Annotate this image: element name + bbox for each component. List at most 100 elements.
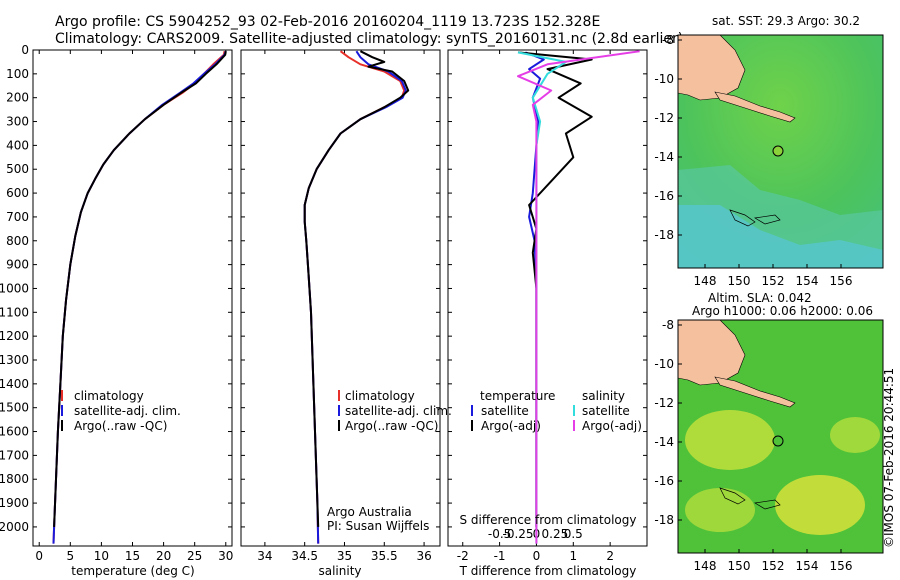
x-tick-label: 20 [156, 549, 171, 563]
map-y-tick-label: -10 [654, 357, 674, 371]
map-x-tick-label: 154 [796, 274, 819, 288]
legend-label: satellite-adj. clim. [345, 404, 452, 418]
depth-tick-label: 1800 [0, 472, 29, 486]
x-tick-label: 36 [416, 549, 431, 563]
legend-swatch-s-satellite [573, 405, 575, 416]
legend-label: Argo(..raw -QC) [74, 419, 167, 433]
map-y-tick-label: -12 [654, 396, 674, 410]
s-tick-label: 0.5 [564, 527, 583, 541]
x-tick-label: 35 [337, 549, 352, 563]
series-line-climatology [303, 50, 406, 544]
imos-stamp: ©IMOS 07-Feb-2016 20:44:51 [882, 368, 896, 548]
depth-tick-label: 1900 [0, 496, 29, 510]
depth-tick-label: 2000 [0, 520, 29, 534]
temperature-series-group [52, 50, 227, 544]
legend-label: climatology [345, 389, 415, 403]
reef-outline [729, 209, 756, 227]
salinity-axes [240, 49, 441, 547]
legend-swatch-argo [61, 420, 63, 431]
depth-tick-label: 1100 [0, 305, 29, 319]
series-line-satellite-adj.-clim. [303, 50, 407, 544]
depth-tick-label: 1000 [0, 281, 29, 295]
legend-head-temperature: temperature [480, 389, 555, 403]
x-tick-label: 15 [125, 549, 140, 563]
annotation-institution: Argo Australia [327, 505, 412, 519]
differences-series-group [517, 50, 640, 544]
map-y-tick-label: -16 [654, 474, 674, 488]
depth-tick-label: 1300 [0, 353, 29, 367]
sla-map: Altim. SLA: 0.042 Argo h1000: 0.06 h2000… [677, 291, 884, 554]
x-tick-label: 2 [606, 549, 614, 563]
map-y-tick-label: -10 [654, 72, 674, 86]
s-tick-label: -0.25 [502, 527, 533, 541]
legend-swatch-t-satellite [471, 405, 473, 416]
sla-map-title-2: Argo h1000: 0.06 h2000: 0.06 [692, 304, 873, 318]
profile-lines [52, 50, 640, 544]
map-x-tick-label: 156 [830, 559, 853, 573]
sst-cooler-region [678, 205, 883, 268]
x-tick-label: 25 [187, 549, 202, 563]
sla-high-region [685, 488, 755, 532]
series-line-t-argo [517, 51, 593, 527]
salinity-series-group [303, 50, 410, 544]
series-line-t-satellite [525, 51, 545, 527]
map-x-tick-label: 148 [694, 274, 717, 288]
legend-label: Argo(..raw -QC) [345, 419, 438, 433]
reef-outline [753, 214, 781, 225]
legend-label: satellite [481, 404, 529, 418]
legend-swatch-satellite [61, 405, 63, 416]
difference-xlabel: T difference from climatology [459, 564, 637, 578]
map-y-tick-label: -8 [662, 318, 674, 332]
land-new-guinea [678, 320, 746, 386]
depth-tick-label: 1500 [0, 401, 29, 415]
land-islands [714, 91, 796, 123]
temperature-xlabel: temperature (deg C) [71, 564, 194, 578]
x-tick-label: 5 [66, 549, 74, 563]
depth-tick-label: 200 [6, 91, 29, 105]
x-tick-label: 30 [218, 549, 233, 563]
difference-legend: temperature satellite Argo(-adj) salinit… [471, 389, 642, 433]
x-tick-label: 0 [35, 549, 43, 563]
x-tick-label: 34.5 [291, 549, 318, 563]
depth-tick-label: 700 [6, 210, 29, 224]
legend-swatch-argo [338, 420, 340, 431]
legend-swatch-satellite [338, 405, 340, 416]
argo-float-marker [772, 435, 784, 447]
map-ticks: -8 -10 -12 -14 -16 -18 148 150 152 154 156 -8 -10 -12… [654, 33, 852, 573]
depth-tick-label: 1600 [0, 425, 29, 439]
x-tick-label: 1 [569, 549, 577, 563]
sst-map-frame [677, 34, 884, 269]
map-x-tick-label: 148 [694, 559, 717, 573]
reef-outline [719, 487, 746, 505]
legend-label: climatology [74, 389, 144, 403]
map-y-tick-label: -12 [654, 111, 674, 125]
x-tick-label: -2 [457, 549, 469, 563]
s-tick-label: 0.25 [542, 527, 569, 541]
legend-label: Argo(-adj) [481, 419, 541, 433]
legend-swatch-climatology [61, 390, 63, 401]
sla-high-region [775, 475, 865, 535]
reef-outline [753, 499, 781, 510]
land-new-guinea [678, 35, 746, 101]
map-y-tick-label: -18 [654, 228, 674, 242]
series-line-argo [53, 51, 227, 527]
x-tick-label: 10 [94, 549, 109, 563]
legend-label: satellite-adj. clim. [74, 404, 181, 418]
depth-tick-label: 100 [6, 67, 29, 81]
depth-tick-label: 500 [6, 162, 29, 176]
x-tick-label: 0 [533, 549, 541, 563]
map-y-tick-label: -18 [654, 513, 674, 527]
map-y-tick-label: -14 [654, 435, 674, 449]
sla-map-title-1: Altim. SLA: 0.042 [708, 291, 812, 305]
depth-tick-label: 300 [6, 115, 29, 129]
s-difference-xlabel: S difference from climatology [460, 513, 637, 527]
depth-tick-label: 0 [21, 43, 29, 57]
sla-map-frame [677, 319, 884, 554]
map-y-tick-label: -16 [654, 189, 674, 203]
depth-axis: 0 100 200 300 400 500 600 700 800 900 1000 1100 1200… [0, 43, 647, 534]
depth-tick-label: 1200 [0, 329, 29, 343]
sla-high-region [830, 417, 880, 453]
argo-float-marker [772, 145, 784, 157]
difference-axes [447, 49, 648, 547]
